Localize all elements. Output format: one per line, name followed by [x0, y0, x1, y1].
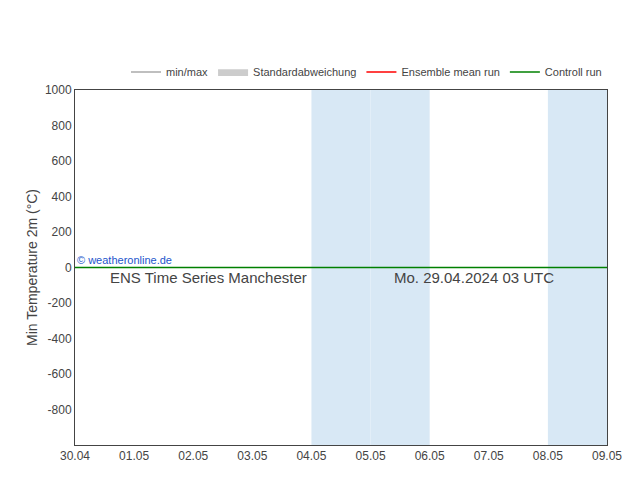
svg-text:-200: -200 [48, 296, 72, 310]
svg-text:07.05: 07.05 [474, 449, 504, 463]
svg-text:min/max: min/max [166, 66, 208, 78]
svg-text:06.05: 06.05 [415, 449, 445, 463]
svg-text:-800: -800 [48, 403, 72, 417]
svg-text:ENS Time Series Manchester: ENS Time Series Manchester [110, 269, 307, 286]
svg-text:600: 600 [52, 154, 72, 168]
svg-text:Mo. 29.04.2024 03 UTC: Mo. 29.04.2024 03 UTC [394, 269, 554, 286]
svg-text:400: 400 [52, 190, 72, 204]
svg-text:03.05: 03.05 [237, 449, 267, 463]
svg-text:09.05: 09.05 [592, 449, 622, 463]
svg-text:Standardabweichung: Standardabweichung [253, 66, 356, 78]
svg-text:© weatheronline.de: © weatheronline.de [77, 254, 172, 266]
svg-text:1000: 1000 [45, 83, 72, 97]
svg-text:04.05: 04.05 [296, 449, 326, 463]
svg-text:02.05: 02.05 [178, 449, 208, 463]
svg-text:0: 0 [65, 261, 72, 275]
svg-text:Min Temperature 2m (°C): Min Temperature 2m (°C) [24, 189, 40, 346]
svg-text:30.04: 30.04 [60, 449, 90, 463]
svg-text:08.05: 08.05 [533, 449, 563, 463]
svg-text:Controll run: Controll run [545, 66, 602, 78]
svg-text:Ensemble mean run: Ensemble mean run [401, 66, 499, 78]
svg-text:-400: -400 [48, 332, 72, 346]
svg-text:01.05: 01.05 [119, 449, 149, 463]
svg-text:800: 800 [52, 119, 72, 133]
svg-text:-600: -600 [48, 367, 72, 381]
svg-text:200: 200 [52, 225, 72, 239]
svg-text:05.05: 05.05 [356, 449, 386, 463]
